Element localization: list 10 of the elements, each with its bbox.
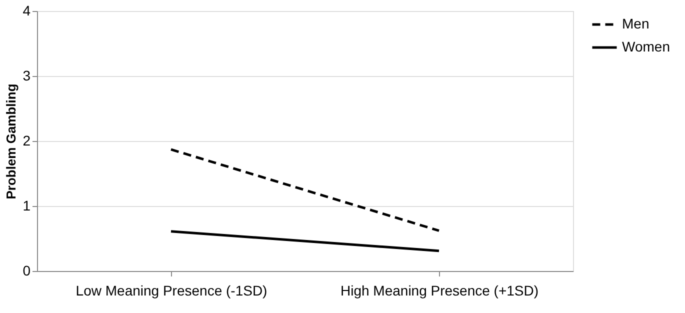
y-tick-label: 0	[22, 262, 31, 278]
legend-label: Women	[622, 38, 670, 54]
legend-label: Men	[622, 16, 650, 32]
y-tick-label: 3	[22, 68, 31, 84]
y-tick-label: 2	[22, 132, 31, 148]
x-tick-label: Low Meaning Presence (-1SD)	[76, 282, 268, 298]
y-tick-label: 1	[22, 198, 31, 214]
y-axis-title: Problem Gambling	[4, 84, 19, 200]
x-tick-label: High Meaning Presence (+1SD)	[340, 282, 539, 298]
y-tick-label: 4	[22, 2, 31, 18]
